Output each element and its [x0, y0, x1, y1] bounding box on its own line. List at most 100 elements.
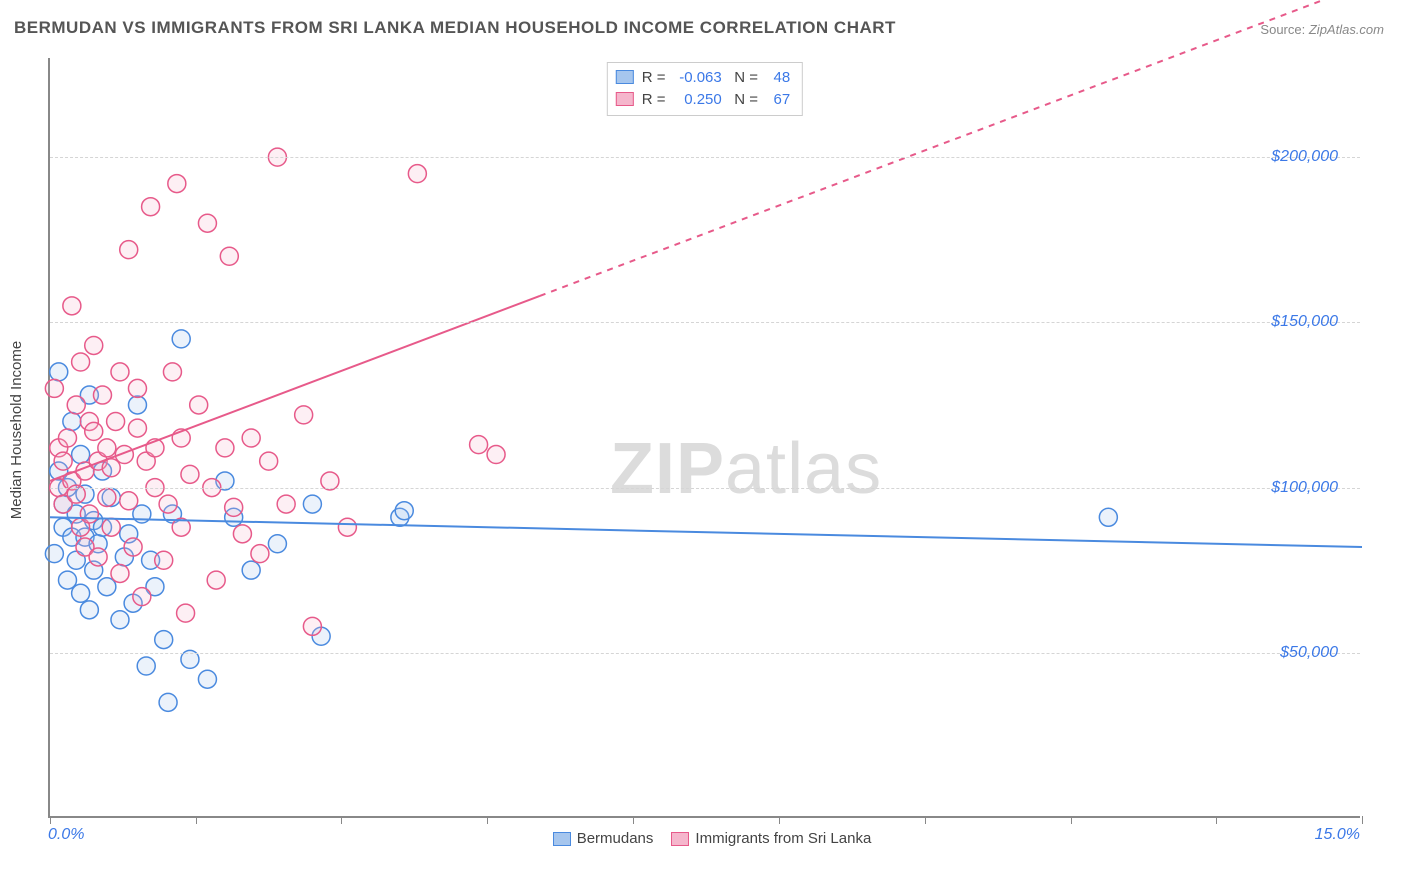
stats-n-value: 48: [762, 67, 790, 89]
data-point: [93, 386, 111, 404]
data-point: [487, 446, 505, 464]
data-point: [1099, 508, 1117, 526]
data-point: [98, 439, 116, 457]
data-point: [159, 693, 177, 711]
gridline: [50, 322, 1360, 323]
stats-swatch: [616, 70, 634, 84]
plot-area: ZIPatlas R = -0.063 N = 48R = 0.250 N = …: [48, 58, 1360, 818]
source-attribution: Source: ZipAtlas.com: [1260, 22, 1384, 37]
data-point: [295, 406, 313, 424]
data-point: [72, 353, 90, 371]
data-point: [50, 363, 68, 381]
stats-n-label: N =: [734, 69, 762, 86]
data-point: [128, 396, 146, 414]
data-point: [85, 336, 103, 354]
data-point: [80, 505, 98, 523]
data-point: [107, 412, 125, 430]
data-point: [242, 561, 260, 579]
data-point: [260, 452, 278, 470]
x-tick: [487, 816, 488, 824]
stats-row: R = 0.250 N = 67: [616, 89, 790, 111]
data-point: [111, 564, 129, 582]
data-point: [72, 584, 90, 602]
data-point: [303, 495, 321, 513]
y-tick-label: $50,000: [1280, 644, 1338, 662]
data-point: [177, 604, 195, 622]
data-point: [155, 631, 173, 649]
bottom-legend: BermudansImmigrants from Sri Lanka: [0, 830, 1406, 847]
data-point: [242, 429, 260, 447]
data-point: [220, 247, 238, 265]
data-point: [155, 551, 173, 569]
legend-swatch: [553, 832, 571, 846]
data-point: [190, 396, 208, 414]
y-axis-label: Median Household Income: [8, 341, 25, 519]
data-point: [395, 502, 413, 520]
x-tick: [633, 816, 634, 824]
data-point: [45, 545, 63, 563]
data-point: [172, 330, 190, 348]
x-tick: [1071, 816, 1072, 824]
stats-swatch: [616, 92, 634, 106]
chart-container: BERMUDAN VS IMMIGRANTS FROM SRI LANKA ME…: [0, 0, 1406, 892]
stats-r-label: R =: [642, 69, 670, 86]
data-point: [102, 518, 120, 536]
data-point: [181, 465, 199, 483]
source-value: ZipAtlas.com: [1309, 22, 1384, 37]
stats-n-label: N =: [734, 91, 762, 108]
data-point: [198, 214, 216, 232]
data-point: [133, 588, 151, 606]
data-point: [277, 495, 295, 513]
data-point: [233, 525, 251, 543]
data-point: [120, 492, 138, 510]
data-point: [470, 436, 488, 454]
data-point: [168, 175, 186, 193]
data-point: [63, 297, 81, 315]
chart-svg: [50, 58, 1360, 816]
data-point: [142, 198, 160, 216]
data-point: [268, 535, 286, 553]
data-point: [72, 446, 90, 464]
data-point: [67, 396, 85, 414]
stats-n-value: 67: [762, 89, 790, 111]
data-point: [89, 548, 107, 566]
data-point: [408, 165, 426, 183]
data-point: [98, 488, 116, 506]
y-tick-label: $100,000: [1271, 479, 1338, 497]
stats-r-value: -0.063: [670, 67, 722, 89]
legend-label: Bermudans: [577, 830, 654, 847]
x-tick: [196, 816, 197, 824]
x-tick: [779, 816, 780, 824]
stats-r-value: 0.250: [670, 89, 722, 111]
data-point: [163, 363, 181, 381]
stats-row: R = -0.063 N = 48: [616, 67, 790, 89]
data-point: [63, 412, 81, 430]
source-label: Source:: [1260, 22, 1305, 37]
trend-line-dashed: [540, 0, 1362, 296]
data-point: [80, 601, 98, 619]
data-point: [198, 670, 216, 688]
trend-line: [50, 296, 540, 481]
gridline: [50, 488, 1360, 489]
gridline: [50, 653, 1360, 654]
data-point: [85, 422, 103, 440]
x-tick: [1216, 816, 1217, 824]
data-point: [111, 363, 129, 381]
data-point: [58, 429, 76, 447]
data-point: [225, 498, 243, 516]
gridline: [50, 157, 1360, 158]
legend-swatch: [671, 832, 689, 846]
x-tick: [50, 816, 51, 824]
x-tick: [925, 816, 926, 824]
data-point: [120, 241, 138, 259]
data-point: [137, 657, 155, 675]
x-tick: [341, 816, 342, 824]
data-point: [45, 379, 63, 397]
data-point: [159, 495, 177, 513]
data-point: [338, 518, 356, 536]
data-point: [128, 379, 146, 397]
data-point: [216, 439, 234, 457]
chart-title: BERMUDAN VS IMMIGRANTS FROM SRI LANKA ME…: [14, 18, 896, 38]
data-point: [124, 538, 142, 556]
data-point: [54, 452, 72, 470]
